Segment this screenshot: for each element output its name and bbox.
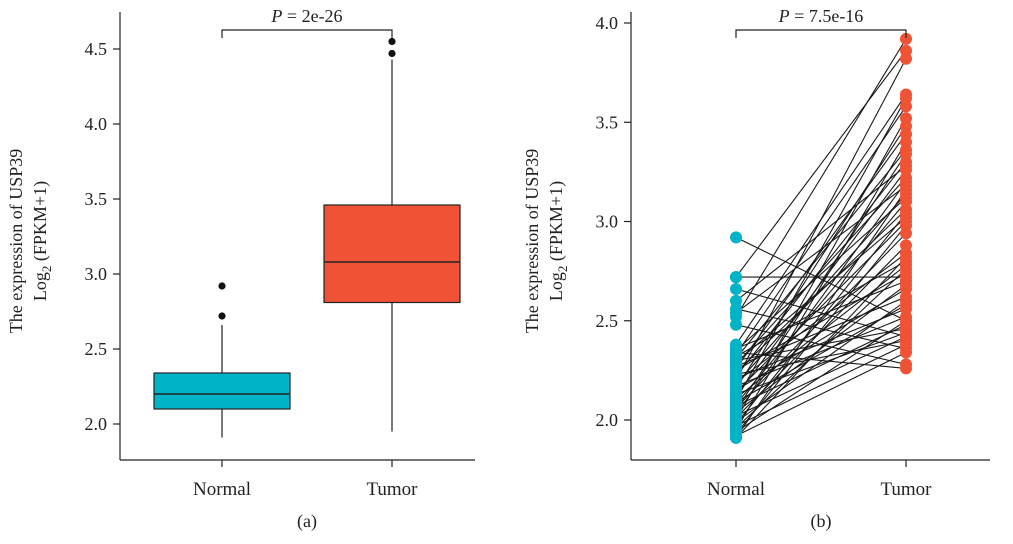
pair-line xyxy=(735,233,907,409)
pair-line xyxy=(735,213,907,425)
tumor-point xyxy=(900,195,912,208)
box-body xyxy=(323,204,461,304)
panel-b-ylabel-line2: Log2 (FPKM+1) xyxy=(546,181,570,301)
panel-b-ytick-label: 2.0 xyxy=(596,410,619,430)
tumor-point xyxy=(900,207,912,220)
panel-b-significance-bracket: P = 7.5e-16 xyxy=(735,6,907,38)
panel-a-ytick-label: 2.0 xyxy=(85,414,108,434)
panel-b-caption: (b) xyxy=(811,511,832,532)
panel-b-xtick-label: Normal xyxy=(707,479,765,500)
pair-line xyxy=(735,98,907,401)
pair-line xyxy=(735,133,907,369)
tumor-point xyxy=(900,346,912,359)
panel-a-ylabel-line1: The expression of USP39 xyxy=(6,149,26,333)
panel-b-ytick-label: 3.0 xyxy=(596,212,619,232)
panel-b-ylabel-line1: The expression of USP39 xyxy=(522,149,542,333)
normal-point xyxy=(730,231,742,244)
pair-line xyxy=(735,344,907,427)
tumor-point xyxy=(900,362,912,375)
panel-a-ytick-label: 4.5 xyxy=(85,39,108,59)
pair-line xyxy=(735,352,907,437)
pair-line xyxy=(735,165,907,302)
tumor-point xyxy=(900,32,912,45)
tumor-point xyxy=(900,92,912,105)
tumor-point xyxy=(900,263,912,276)
tumor-point xyxy=(900,183,912,196)
panel-b-ytick-label: 2.5 xyxy=(596,311,619,331)
panel-a-xtick-label: Normal xyxy=(193,479,251,500)
tumor-point xyxy=(900,112,912,125)
pair-line xyxy=(735,181,907,415)
normal-point xyxy=(730,271,742,284)
pair-line xyxy=(735,141,907,431)
pair-line xyxy=(735,38,907,318)
tumor-point xyxy=(900,279,912,292)
panel-b-xtick-label: Tumor xyxy=(880,479,932,500)
box-body xyxy=(153,372,291,410)
tumor-point xyxy=(900,148,912,161)
panel-b-ytick-label: 3.5 xyxy=(596,112,619,132)
outlier-point xyxy=(218,312,226,320)
pair-line xyxy=(735,58,907,381)
pair-line xyxy=(735,268,907,429)
tumor-point xyxy=(900,294,912,307)
pair-line xyxy=(735,193,907,385)
panel-a-ytick-label: 3.5 xyxy=(85,189,108,209)
pair-line xyxy=(735,153,907,411)
panel-a-p-value: P = 2e-26 xyxy=(270,6,342,26)
pair-line xyxy=(735,308,907,350)
pair-line xyxy=(735,280,907,350)
tumor-point xyxy=(900,136,912,149)
panel-a-significance-bracket: P = 2e-26 xyxy=(221,6,393,38)
pair-line xyxy=(735,221,907,393)
normal-point xyxy=(730,318,742,331)
pair-line xyxy=(735,324,907,407)
pair-line xyxy=(735,332,907,395)
panel-a-xtick-label: Tumor xyxy=(366,479,418,500)
panel-b-ytick-label: 4.0 xyxy=(596,13,619,33)
pair-line xyxy=(735,50,907,278)
panel-a-ylabel-line2: Log2 (FPKM+1) xyxy=(30,181,54,301)
tumor-point xyxy=(900,163,912,176)
outlier-point xyxy=(218,282,226,290)
pair-line xyxy=(735,272,907,371)
pair-line xyxy=(735,177,907,365)
tumor-point xyxy=(900,239,912,252)
pair-line xyxy=(735,217,907,363)
panel-b-paired-plot: The expression of USP39 Log2 (FPKM+1) 2.… xyxy=(522,6,990,532)
panel-a-ytick-label: 2.5 xyxy=(85,339,108,359)
panel-a-ytick-label: 4.0 xyxy=(85,114,108,134)
tumor-point xyxy=(900,52,912,65)
pair-line xyxy=(735,340,907,375)
tumor-point xyxy=(900,219,912,232)
pair-line xyxy=(735,197,907,351)
outlier-point xyxy=(388,49,396,58)
box-normal xyxy=(153,282,291,438)
outlier-point xyxy=(388,37,396,46)
normal-point xyxy=(730,282,742,295)
panel-a-caption: (a) xyxy=(297,511,317,532)
normal-point xyxy=(730,431,742,444)
panel-a-ytick-label: 3.0 xyxy=(85,264,108,284)
pair-line xyxy=(735,149,907,359)
box-tumor xyxy=(323,37,461,432)
pair-line xyxy=(735,256,907,439)
pair-line xyxy=(735,320,907,433)
pair-line xyxy=(735,125,907,389)
tumor-point xyxy=(900,251,912,264)
panel-a-boxplot: The expression of USP39 Log2 (FPKM+1) 2.… xyxy=(6,6,475,532)
pair-line xyxy=(735,118,907,421)
pair-line xyxy=(735,225,907,435)
panel-b-p-value: P = 7.5e-16 xyxy=(778,6,864,26)
pair-line xyxy=(735,189,907,439)
tumor-point xyxy=(900,314,912,327)
